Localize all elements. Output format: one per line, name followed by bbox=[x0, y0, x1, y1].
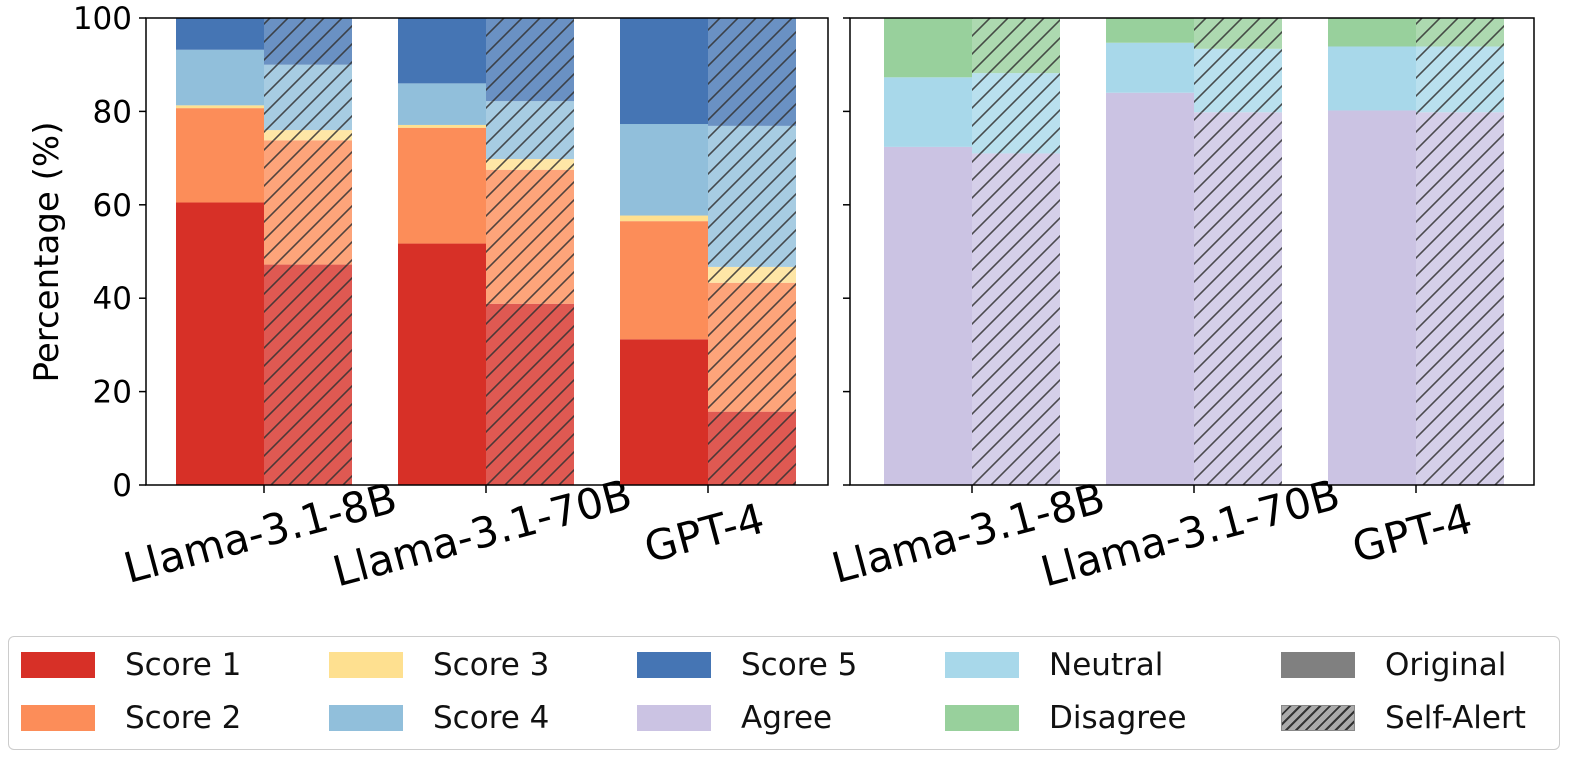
legend-label: Score 5 bbox=[741, 647, 858, 683]
hatch-disagree-0 bbox=[972, 18, 1060, 74]
hatch-score-1-1 bbox=[486, 303, 574, 485]
hatch-score-3-0 bbox=[264, 130, 352, 141]
legend-item-neutral: Neutral bbox=[945, 645, 1163, 685]
hatch-score-5-1 bbox=[486, 18, 574, 102]
legend-item-score-1: Score 1 bbox=[21, 645, 241, 685]
legend-swatch-score-1 bbox=[21, 652, 95, 678]
legend-item-original: Original bbox=[1281, 645, 1506, 685]
legend-swatch-score-2 bbox=[21, 705, 95, 731]
bar-score-1-original-1 bbox=[398, 243, 486, 485]
bar-score-2-original-0 bbox=[176, 108, 264, 203]
hatch-score-4-2 bbox=[708, 125, 796, 267]
bar-score-5-original-0 bbox=[176, 18, 264, 50]
legend-item-score-5: Score 5 bbox=[637, 645, 857, 685]
legend-label: Disagree bbox=[1049, 700, 1187, 736]
bar-score-1-original-2 bbox=[620, 339, 708, 485]
legend-swatch-score-3 bbox=[329, 652, 403, 678]
legend-item-score-3: Score 3 bbox=[329, 645, 549, 685]
legend-item-score-2: Score 2 bbox=[21, 698, 241, 738]
hatch-score-5-0 bbox=[264, 18, 352, 65]
bar-score-3-original-2 bbox=[620, 215, 708, 222]
bar-agree-original-1 bbox=[1106, 92, 1194, 485]
bar-score-3-original-1 bbox=[398, 124, 486, 128]
axes-frame bbox=[145, 17, 829, 486]
bar-score-2-original-1 bbox=[398, 127, 486, 244]
hatch-score-5-2 bbox=[708, 18, 796, 126]
x-tick-label: GPT-4 bbox=[1347, 494, 1477, 573]
bar-disagree-original-2 bbox=[1328, 18, 1416, 47]
hatch-score-2-0 bbox=[264, 140, 352, 265]
bar-disagree-original-0 bbox=[884, 18, 972, 78]
y-tick-label: 0 bbox=[112, 468, 132, 504]
hatch-neutral-1 bbox=[1194, 48, 1282, 113]
legend-label: Agree bbox=[741, 700, 833, 736]
bar-score-4-original-0 bbox=[176, 49, 264, 106]
hatch-agree-2 bbox=[1416, 112, 1504, 486]
bar-disagree-original-1 bbox=[1106, 18, 1194, 43]
legend-item-score-4: Score 4 bbox=[329, 698, 549, 738]
bar-score-2-original-2 bbox=[620, 221, 708, 340]
legend-swatch-neutral bbox=[945, 652, 1019, 678]
hatch-score-3-1 bbox=[486, 159, 574, 170]
hatch-score-4-0 bbox=[264, 64, 352, 131]
legend-label: Score 2 bbox=[125, 700, 242, 736]
y-tick-label: 100 bbox=[73, 1, 132, 37]
legend-label: Original bbox=[1385, 647, 1507, 683]
bar-score-1-original-0 bbox=[176, 202, 264, 485]
legend-swatch-score-5 bbox=[637, 652, 711, 678]
legend-swatch-original bbox=[1281, 652, 1355, 678]
hatch-neutral-0 bbox=[972, 73, 1060, 154]
legend-item-agree: Agree bbox=[637, 698, 832, 738]
y-axis-label: Percentage (%) bbox=[27, 122, 67, 383]
hatch-score-2-1 bbox=[486, 169, 574, 304]
bar-neutral-original-2 bbox=[1328, 46, 1416, 111]
bar-agree-original-2 bbox=[1328, 110, 1416, 485]
legend-label: Score 4 bbox=[433, 700, 550, 736]
legend-swatch-self-alert bbox=[1281, 705, 1355, 731]
bar-score-4-original-2 bbox=[620, 124, 708, 216]
legend-label: Self-Alert bbox=[1385, 700, 1526, 736]
y-tick-label: 20 bbox=[93, 375, 132, 411]
bar-neutral-original-0 bbox=[884, 77, 972, 147]
hatch-agree-0 bbox=[972, 153, 1060, 485]
legend-swatch-agree bbox=[637, 705, 711, 731]
bar-score-5-original-2 bbox=[620, 18, 708, 125]
legend-swatch-score-4 bbox=[329, 705, 403, 731]
legend-label: Neutral bbox=[1049, 647, 1164, 683]
bar-score-3-original-0 bbox=[176, 105, 264, 109]
hatch-disagree-1 bbox=[1194, 18, 1282, 49]
bar-score-4-original-1 bbox=[398, 83, 486, 125]
y-tick-label: 40 bbox=[93, 281, 132, 317]
bar-score-5-original-1 bbox=[398, 18, 486, 84]
axes-frame bbox=[849, 17, 1535, 486]
legend-label: Score 3 bbox=[433, 647, 550, 683]
legend-item-disagree: Disagree bbox=[945, 698, 1187, 738]
y-tick-label: 60 bbox=[93, 188, 132, 224]
legend-swatch-disagree bbox=[945, 705, 1019, 731]
legend-label: Score 1 bbox=[125, 647, 242, 683]
hatch-score-2-2 bbox=[708, 282, 796, 412]
legend: Score 1 Score 3 Score 5 Neutral Original Scor… bbox=[8, 636, 1560, 750]
hatch-score-4-1 bbox=[486, 101, 574, 160]
legend-item-self-alert: Self-Alert bbox=[1281, 698, 1526, 738]
y-tick-label: 80 bbox=[93, 94, 132, 130]
x-tick-label: GPT-4 bbox=[639, 494, 769, 573]
hatch-score-3-2 bbox=[708, 266, 796, 283]
hatch-score-1-2 bbox=[708, 411, 796, 485]
bar-agree-original-0 bbox=[884, 146, 972, 485]
hatch-disagree-2 bbox=[1416, 18, 1504, 47]
bar-neutral-original-1 bbox=[1106, 42, 1194, 93]
hatch-agree-1 bbox=[1194, 112, 1282, 486]
hatch-neutral-2 bbox=[1416, 46, 1504, 113]
hatch-score-1-0 bbox=[264, 264, 352, 485]
